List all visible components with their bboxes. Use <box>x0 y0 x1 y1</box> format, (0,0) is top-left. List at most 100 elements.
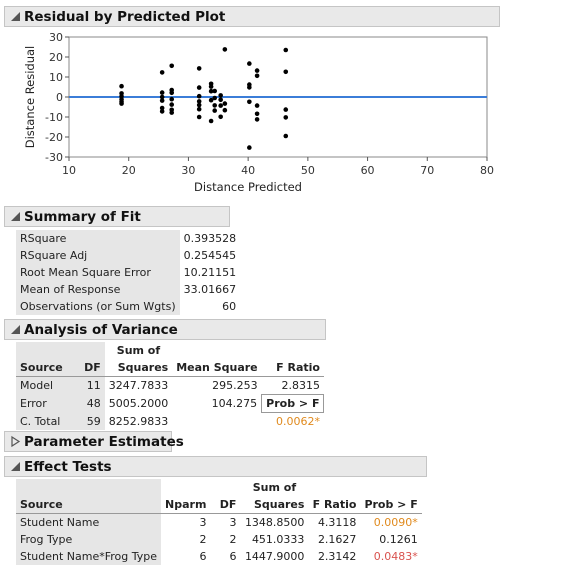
effect-tests-header[interactable]: Effect Tests <box>4 456 427 477</box>
anova-ss: 8252.9833 <box>108 414 169 428</box>
effect-nparm: 6 <box>199 550 207 563</box>
data-point <box>196 106 202 112</box>
anova-prob-value: 0.0062* <box>275 415 320 428</box>
data-point <box>159 105 165 111</box>
disclosure-open-icon[interactable] <box>9 323 22 336</box>
data-point <box>218 103 223 108</box>
summary-row: Mean of Response 33.01667 <box>16 281 240 298</box>
x-tick-label: 30 <box>181 164 195 177</box>
table-row: Model 11 3247.7833 295.253 2.8315 <box>16 376 324 395</box>
anova-df: 11 <box>66 376 105 395</box>
parameter-estimates-header[interactable]: Parameter Estimates <box>4 431 184 452</box>
data-point <box>254 73 260 79</box>
effect-col-df: DF <box>219 498 237 511</box>
summary-of-fit-table: RSquare 0.393528 RSquare Adj 0.254545 Root M… <box>16 230 240 315</box>
x-axis-label: Distance Predicted <box>194 180 302 194</box>
anova-col-fratio: F Ratio <box>276 361 320 374</box>
effect-fratio: 2.3142 <box>317 550 357 563</box>
table-row: Error 48 5005.2000 104.275 Prob > F <box>16 394 325 413</box>
y-tick-label: -10 <box>45 111 63 124</box>
data-point <box>254 68 260 73</box>
data-point <box>247 85 252 90</box>
data-point <box>169 110 175 115</box>
y-tick-label: 30 <box>49 31 63 44</box>
disclosure-open-icon[interactable] <box>9 210 22 223</box>
summary-row: RSquare 0.393528 <box>16 230 240 247</box>
data-point <box>254 117 260 122</box>
disclosure-open-icon[interactable] <box>9 10 22 23</box>
anova-df: 59 <box>66 412 105 430</box>
summary-label: Observations (or Sum Wgts) <box>16 298 180 315</box>
effect-col-ss: Squares <box>253 498 305 511</box>
summary-value: 60 <box>222 300 237 313</box>
x-tick-label: 40 <box>241 164 255 177</box>
summary-label: Mean of Response <box>16 281 180 298</box>
effect-df: 2 <box>229 533 237 546</box>
summary-value: 10.21151 <box>183 266 237 279</box>
data-point <box>283 133 289 139</box>
disclosure-open-icon[interactable] <box>9 460 22 473</box>
disclosure-closed-icon[interactable] <box>9 435 22 448</box>
summary-row: Root Mean Square Error 10.21151 <box>16 264 240 281</box>
effect-col-source: Source <box>16 496 162 514</box>
effect-prob: 0.1261 <box>379 533 418 546</box>
effect-prob: 0.0483* <box>373 550 418 563</box>
data-point <box>208 84 214 89</box>
summary-label: RSquare <box>16 230 180 247</box>
data-point <box>247 145 252 150</box>
parameter-estimates-title: Parameter Estimates <box>24 433 184 450</box>
effect-tests-title: Effect Tests <box>24 458 112 475</box>
data-point <box>196 114 202 120</box>
effect-nparm: 2 <box>199 533 207 546</box>
anova-col-ss-top: Sum of <box>116 344 161 357</box>
data-point <box>196 102 202 108</box>
data-point <box>208 97 214 103</box>
summary-of-fit-title: Summary of Fit <box>24 208 141 225</box>
residual-plot-header[interactable]: Residual by Predicted Plot <box>4 6 500 27</box>
table-row: C. Total 59 8252.9833 0.0062* <box>16 412 324 430</box>
data-point <box>159 94 165 100</box>
effect-source: Student Name <box>16 513 162 531</box>
y-tick-label: 20 <box>49 51 63 64</box>
x-tick-label: 70 <box>420 164 434 177</box>
anova-header[interactable]: Analysis of Variance <box>4 319 326 340</box>
anova-title: Analysis of Variance <box>24 321 178 338</box>
effect-source: Frog Type <box>16 531 162 548</box>
data-point <box>254 103 260 108</box>
anova-ms: 104.275 <box>211 397 258 410</box>
data-point <box>119 83 124 89</box>
anova-source: Error <box>16 394 67 413</box>
anova-col-probf: Prob > F <box>261 394 325 413</box>
effect-col-nparm: Nparm <box>165 498 207 511</box>
data-point <box>247 61 252 66</box>
summary-value: 0.393528 <box>183 232 237 245</box>
data-point <box>159 70 165 75</box>
data-point <box>208 118 214 124</box>
data-point <box>212 108 218 113</box>
effect-fratio: 2.1627 <box>317 533 357 546</box>
summary-of-fit-header[interactable]: Summary of Fit <box>4 206 230 227</box>
y-tick-label: -30 <box>45 151 63 164</box>
summary-row: RSquare Adj 0.254545 <box>16 247 240 264</box>
data-point <box>283 69 289 75</box>
effect-fratio: 4.3118 <box>308 513 361 531</box>
anova-source: Model <box>16 376 67 395</box>
data-point <box>159 109 165 114</box>
data-point <box>196 99 202 104</box>
anova-table: Sum of Source DF Squares Mean Square F R… <box>16 342 325 430</box>
data-point <box>212 95 218 101</box>
y-tick-label: -20 <box>45 131 63 144</box>
table-row: Student Name 3 3 1348.8500 4.3118 0.0090… <box>16 513 422 531</box>
data-point <box>169 63 175 69</box>
x-tick-label: 60 <box>361 164 375 177</box>
effect-nparm: 3 <box>161 513 211 531</box>
data-point <box>159 90 165 95</box>
data-point <box>218 93 223 98</box>
table-row: Student Name*Frog Type 6 6 1447.9000 2.3… <box>16 548 422 565</box>
x-tick-label: 50 <box>301 164 315 177</box>
anova-df: 48 <box>66 394 105 413</box>
anova-col-source: Source <box>16 359 67 377</box>
effect-col-probf: Prob > F <box>364 498 418 511</box>
anova-source: C. Total <box>16 412 67 430</box>
effect-source: Student Name*Frog Type <box>16 548 162 565</box>
